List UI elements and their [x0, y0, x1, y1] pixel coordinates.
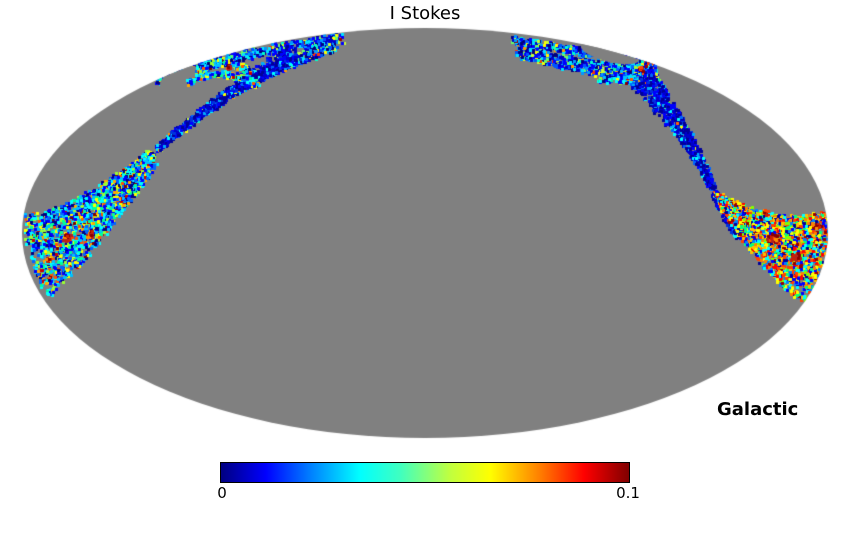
colorbar-min-tick: 0 [217, 484, 227, 502]
colorbar [220, 462, 630, 483]
colorbar-max-tick: 0.1 [616, 484, 640, 502]
coordinate-system-label: Galactic [717, 399, 799, 420]
plot-title: I Stokes [389, 3, 461, 24]
